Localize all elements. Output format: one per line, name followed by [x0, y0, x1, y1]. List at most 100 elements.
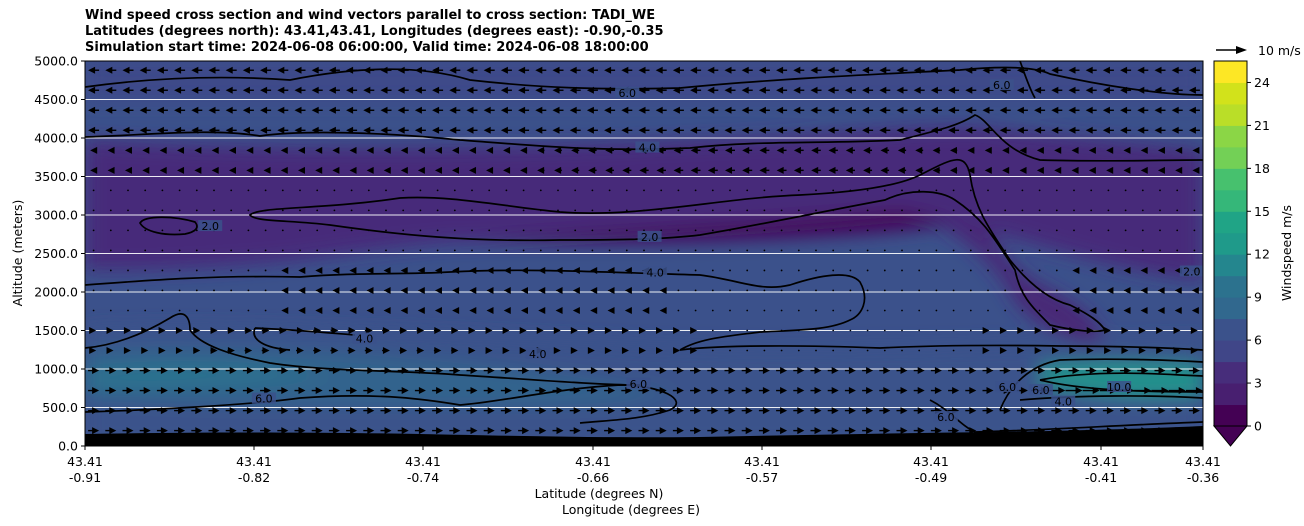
- wind-vector-head: [139, 66, 147, 74]
- wind-vector-head: [745, 427, 753, 435]
- wind-vector-head: [552, 106, 560, 114]
- wind-vector-head: [1120, 66, 1128, 74]
- wind-vector-dot: [1038, 229, 1041, 232]
- wind-vector-dot: [746, 229, 749, 232]
- wind-vector-dot: [1073, 229, 1075, 232]
- wind-vector-head: [522, 367, 530, 375]
- wind-vector-head: [382, 347, 390, 355]
- wind-vector-head: [917, 407, 925, 415]
- wind-vector-head: [468, 347, 476, 355]
- wind-vector-head: [452, 286, 460, 294]
- wind-vector-dot: [333, 249, 336, 252]
- wind-vector-head: [535, 66, 543, 74]
- wind-vector-dot: [419, 229, 422, 232]
- wind-vector-head: [999, 106, 1007, 114]
- wind-vector-head: [346, 66, 354, 74]
- wind-vector-dot: [1124, 209, 1127, 212]
- wind-vector-head: [384, 387, 392, 395]
- wind-vector-dot: [1021, 249, 1024, 252]
- wind-vector-head: [311, 86, 319, 94]
- wind-vector-dot: [901, 289, 903, 292]
- wind-vector-head: [621, 106, 629, 114]
- wind-vector-head: [522, 427, 530, 435]
- wind-vector-head: [741, 126, 749, 134]
- wind-vector-head: [917, 387, 925, 395]
- wind-vector-dot: [195, 289, 198, 292]
- wind-vector-head: [123, 347, 131, 355]
- wind-vector-head: [466, 106, 474, 114]
- wind-vector-dot: [677, 269, 680, 272]
- wind-vector-head: [400, 347, 408, 355]
- wind-vector-head: [158, 327, 166, 334]
- wind-vector-head: [573, 367, 581, 375]
- wind-vector-head: [967, 166, 975, 174]
- wind-vector-dot: [557, 229, 559, 232]
- wind-vector-dot: [316, 189, 319, 192]
- wind-vector-dot: [763, 349, 766, 352]
- wind-vector-head: [1174, 286, 1182, 294]
- wind-vector-head: [780, 427, 788, 435]
- wind-vector-head: [1052, 327, 1060, 334]
- wind-vector-dot: [711, 309, 714, 312]
- wind-vector-dot: [711, 269, 714, 272]
- wind-vector-head: [1036, 146, 1044, 154]
- wind-vector-dot: [797, 209, 800, 212]
- colorbar-level: [1214, 146, 1247, 169]
- wind-vector-dot: [746, 289, 749, 292]
- wind-vector-dot: [127, 289, 129, 292]
- wind-vector-head: [827, 126, 835, 134]
- y-axis: 0.0 500.0 1000.0 1500.0 2000.0 2500.0 3000.0 35…: [34, 54, 85, 454]
- wind-vector-dot: [1021, 209, 1024, 212]
- wind-vector-dot: [694, 189, 697, 192]
- wind-vector-head: [1120, 126, 1128, 134]
- wind-vector-head: [1089, 306, 1097, 314]
- wind-vector-head: [1085, 66, 1093, 74]
- wind-vector-head: [1003, 407, 1011, 415]
- wind-vector-head: [174, 106, 182, 114]
- wind-vector-head: [453, 367, 461, 375]
- wind-vector-head: [642, 407, 650, 415]
- wind-vector-head: [780, 407, 788, 415]
- wind-vector-dot: [144, 269, 147, 272]
- wind-vector-head: [194, 146, 202, 154]
- wind-vector-head: [366, 286, 374, 294]
- wind-vector-dot: [1193, 229, 1196, 232]
- wind-vector-head: [363, 86, 371, 94]
- wind-vector-dot: [92, 289, 95, 292]
- wind-vector-head: [1157, 146, 1165, 154]
- wind-vector-head: [106, 347, 114, 355]
- wind-vector-head: [1192, 166, 1200, 174]
- x-axis-label-latitude: Latitude (degrees N): [535, 486, 664, 501]
- wind-vector-head: [539, 427, 547, 435]
- wind-vector-head: [245, 347, 253, 355]
- wind-vector-head: [350, 387, 358, 395]
- wind-vector-dot: [780, 189, 783, 192]
- chart-title-line-1: Wind speed cross section and wind vector…: [85, 8, 656, 23]
- wind-vector-dot: [780, 229, 783, 232]
- wind-vector-head: [776, 146, 784, 154]
- wind-vector-dot: [453, 229, 456, 232]
- wind-vector-head: [569, 66, 577, 74]
- wind-vector-head: [1106, 266, 1114, 274]
- wind-vector-dot: [987, 289, 989, 292]
- wind-vector-head: [572, 306, 580, 314]
- wind-vector-dot: [213, 189, 215, 192]
- wind-vector-head: [1191, 306, 1199, 314]
- wind-vector-head: [984, 146, 992, 154]
- wind-vector-dot: [436, 189, 439, 192]
- wind-vector-head: [917, 427, 925, 435]
- wind-vector-head: [952, 367, 960, 375]
- wind-vector-head: [1175, 367, 1183, 375]
- wind-vector-dot: [643, 189, 645, 192]
- contour-label: 2.0: [1183, 266, 1201, 279]
- wind-vector-head: [1188, 126, 1196, 134]
- wind-vector-head: [570, 327, 578, 334]
- wind-vector-dot: [832, 329, 835, 332]
- wind-vector-dot: [144, 229, 147, 232]
- wind-vector-head: [742, 166, 750, 174]
- wind-vector-dot: [918, 329, 921, 332]
- contour-4-mid: [85, 269, 866, 351]
- wind-vector-head: [245, 327, 253, 334]
- wind-vector-dot: [1176, 249, 1179, 252]
- wind-vector-dot: [866, 189, 869, 192]
